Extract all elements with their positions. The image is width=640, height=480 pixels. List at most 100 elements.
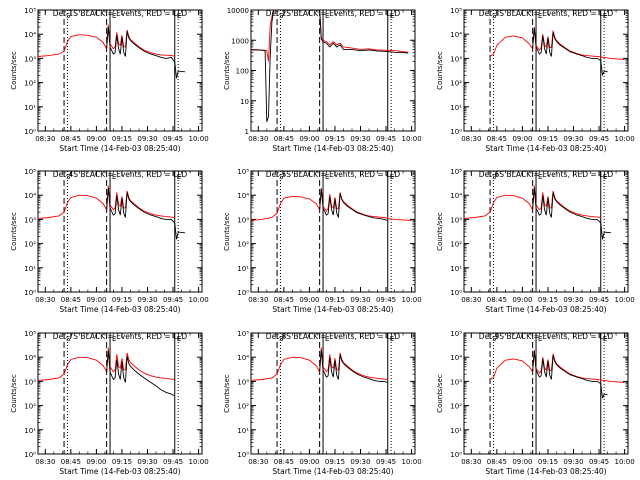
plot-frame [463, 332, 629, 455]
y-tick-label: 10¹ [24, 427, 36, 435]
y-tick-label: 10⁰ [24, 289, 36, 297]
x-tick-label: 09:00 [299, 135, 319, 143]
y-tick-label: 10⁰ [237, 451, 249, 459]
x-tick-label: 10:00 [402, 296, 422, 304]
y-tick-label: 10³ [450, 216, 462, 224]
marker-label: E [390, 335, 394, 343]
x-tick-label: 09:00 [86, 458, 106, 466]
y-tick-label: 10² [24, 80, 36, 88]
x-tick-label: 08:45 [487, 296, 507, 304]
y-tick-label: 10⁵ [237, 168, 249, 176]
series-line-lld [464, 185, 601, 219]
series-group [38, 185, 186, 240]
marker-label: E [603, 12, 607, 20]
x-tick-label: 08:45 [61, 458, 81, 466]
x-tick-label: 09:30 [563, 135, 583, 143]
y-tick-label: 10⁵ [237, 330, 249, 338]
x-axis-label: Start Time (14-Feb-03 08:25:40) [59, 144, 180, 153]
panel-det-6: 10⁰ 10¹ 10² 10³ 10⁴ 10⁵ 08:30 08:45 09:00 09:15 09… [436, 168, 635, 314]
series-line-lld [38, 347, 175, 381]
series-line-lld [251, 347, 388, 381]
marker-label: S [492, 173, 497, 181]
y-tick-label: 10¹ [450, 427, 462, 435]
y-tick-label: 10⁰ [450, 289, 462, 297]
y-tick-label: 10¹ [450, 265, 462, 273]
x-tick-label: 08:45 [487, 458, 507, 466]
y-axis-label: Counts/sec [436, 212, 444, 251]
y-tick-label: 10⁵ [450, 7, 462, 15]
y-tick-label: 10⁴ [450, 192, 462, 200]
y-axis-label: Counts/sec [10, 374, 18, 413]
series-line-events [319, 188, 388, 221]
marker-label: E [112, 12, 116, 20]
y-tick-label: 10⁵ [24, 168, 36, 176]
y-tick-label: 10³ [237, 378, 249, 386]
plot-frame [250, 170, 416, 293]
x-tick-label: 08:30 [248, 296, 268, 304]
x-tick-label: 09:15 [325, 458, 345, 466]
x-tick-label: 09:15 [538, 296, 558, 304]
y-tick-label: 10¹ [450, 104, 462, 112]
marker-label: E [538, 335, 542, 343]
x-tick-label: 10:00 [402, 135, 422, 143]
y-tick-label: 10³ [237, 216, 249, 224]
panel-title: Det 2S BLACK = Events, RED = LLD [266, 9, 401, 18]
panel-title: Det 3S BLACK = Events, RED = LLD [479, 9, 614, 18]
x-tick-label: 08:45 [487, 135, 507, 143]
y-tick-label: 10⁰ [450, 128, 462, 136]
x-tick-label: 09:30 [350, 296, 370, 304]
series-line-events [532, 350, 608, 399]
x-tick-label: 09:45 [163, 296, 183, 304]
plot-frame [463, 170, 629, 293]
marker-label: S [66, 335, 71, 343]
panel-det-4: 10⁰ 10¹ 10² 10³ 10⁴ 10⁵ 08:30 08:45 09:00 09:15 09… [10, 168, 209, 314]
panel-det-7: 10⁰ 10¹ 10² 10³ 10⁴ 10⁵ 08:30 08:45 09:00 09:15 09… [10, 330, 209, 476]
series-group [251, 10, 409, 123]
x-tick-label: 10:00 [615, 296, 635, 304]
x-tick-label: 08:30 [461, 296, 481, 304]
marker-label: E [538, 12, 542, 20]
plot-frame [37, 9, 203, 132]
series-line-events [106, 350, 176, 397]
y-tick-label: 10¹ [237, 427, 249, 435]
series-group [251, 347, 388, 383]
x-tick-label: 09:45 [589, 135, 609, 143]
marker-label: E [325, 173, 329, 181]
x-tick-label: 10:00 [615, 135, 635, 143]
series-line-lld [489, 349, 625, 383]
x-tick-label: 09:30 [137, 135, 157, 143]
x-tick-label: 08:45 [274, 135, 294, 143]
x-tick-label: 09:15 [112, 458, 132, 466]
y-tick-label: 10¹ [24, 104, 36, 112]
y-tick-label: 10¹ [24, 265, 36, 273]
series-line-lld [38, 185, 175, 219]
x-axis-label: Start Time (14-Feb-03 08:25:40) [272, 467, 393, 476]
panel-det-5: 10⁰ 10¹ 10² 10³ 10⁴ 10⁵ 08:30 08:45 09:00 09:15 09… [223, 168, 422, 314]
x-tick-label: 08:45 [61, 135, 81, 143]
x-tick-label: 08:45 [274, 458, 294, 466]
x-tick-label: 08:30 [35, 296, 55, 304]
y-tick-label: 10⁰ [237, 289, 249, 297]
series-group [38, 24, 186, 79]
marker-label: E [538, 173, 542, 181]
y-tick-label: 10³ [450, 55, 462, 63]
marker-label: S [279, 173, 284, 181]
plot-frame [250, 332, 416, 455]
y-tick-label: 10² [237, 403, 249, 411]
y-tick-label: 10³ [450, 378, 462, 386]
x-tick-label: 10:00 [402, 458, 422, 466]
x-tick-label: 09:00 [512, 135, 532, 143]
x-tick-label: 09:45 [376, 458, 396, 466]
y-tick-label: 10² [450, 403, 462, 411]
marker-label: E [177, 173, 181, 181]
series-group [489, 349, 625, 399]
y-tick-label: 10³ [24, 216, 36, 224]
plot-frame [37, 332, 203, 455]
marker-label: S [492, 12, 497, 20]
panel-det-1: 10⁰ 10¹ 10² 10³ 10⁴ 10⁵ 08:30 08:45 09:00 09:15 09… [10, 7, 209, 153]
x-tick-label: 09:30 [563, 458, 583, 466]
y-tick-label: 10⁴ [237, 354, 249, 362]
x-tick-label: 08:30 [35, 135, 55, 143]
x-axis-label: Start Time (14-Feb-03 08:25:40) [485, 305, 606, 314]
x-tick-label: 09:15 [325, 296, 345, 304]
